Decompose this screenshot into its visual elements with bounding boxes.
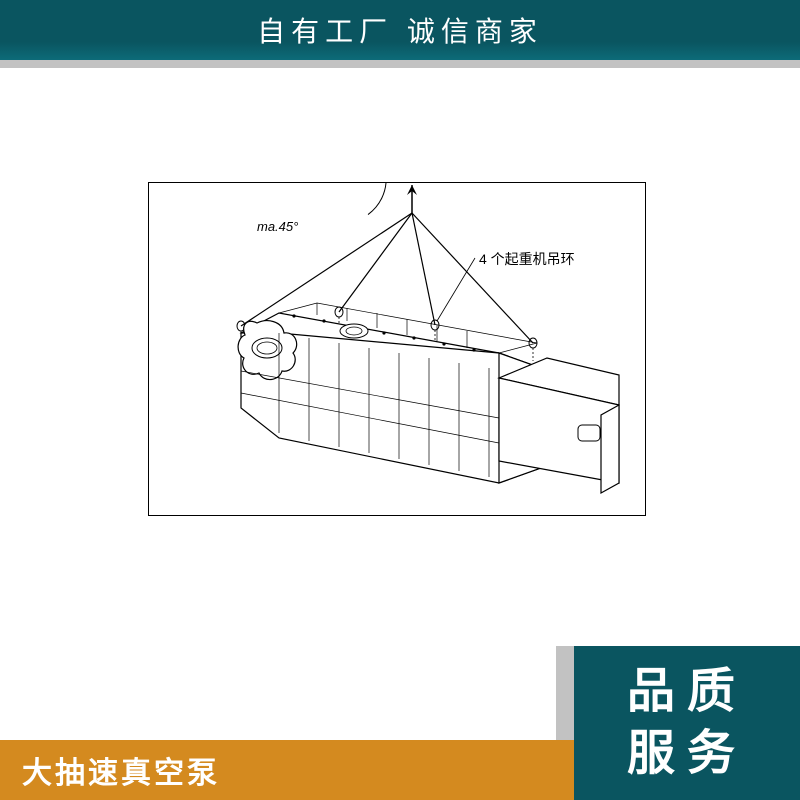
- top-banner: 自有工厂 诚信商家: [0, 0, 800, 60]
- bottom-bar-text: 大抽速真空泵: [22, 748, 220, 792]
- diagram-svg: [149, 183, 647, 517]
- badge-line-2: 服务: [627, 723, 747, 785]
- diagram-frame: ma.45° 4 个起重机吊环: [148, 182, 646, 516]
- quality-badge: 品质 服务: [574, 646, 800, 800]
- ring-label: 4 个起重机吊环: [479, 249, 575, 269]
- angle-label: ma.45°: [257, 219, 298, 234]
- bottom-bar: 大抽速真空泵: [0, 740, 574, 800]
- top-banner-text: 自有工厂 诚信商家: [257, 10, 543, 50]
- badge-line-1: 品质: [627, 661, 747, 723]
